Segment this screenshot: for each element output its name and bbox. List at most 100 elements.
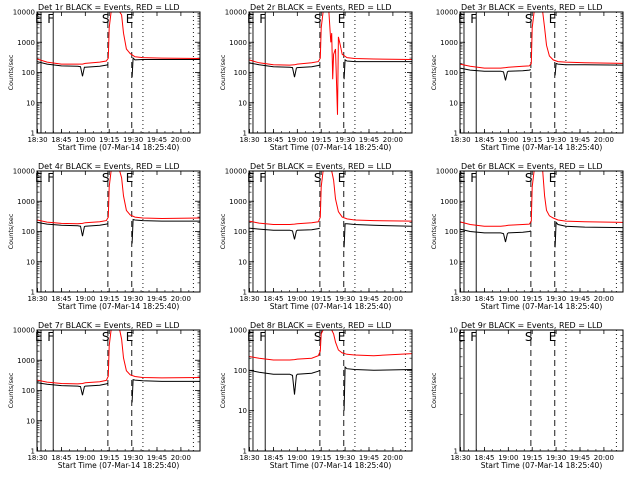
x-tick-label: 18:30 [27, 136, 47, 144]
y-axis-label: Counts/sec [7, 213, 15, 249]
x-tick-label: 18:45 [263, 295, 283, 303]
x-tick-label: 19:00 [75, 295, 95, 303]
y-tick-label: 10 [238, 407, 247, 415]
y-axis-label: Counts/sec [430, 372, 438, 408]
marker-label: E [458, 12, 466, 26]
y-tick-label: 1000 [440, 39, 458, 47]
marker-label: F [470, 330, 477, 344]
panel-title: Det 9r BLACK = Events, RED = LLD [461, 321, 603, 330]
x-tick-label: 19:30 [546, 454, 566, 462]
plot-frame [459, 170, 624, 293]
y-tick-label: 10 [238, 99, 247, 107]
y-tick-label: 1000 [17, 39, 35, 47]
x-tick-label: 19:00 [498, 454, 518, 462]
marker-label: S [102, 171, 110, 185]
marker-label: E [338, 330, 346, 344]
x-tick-label: 18:45 [51, 136, 71, 144]
marker-label: S [525, 12, 533, 26]
x-tick-label: 20:00 [383, 454, 403, 462]
x-tick-label: 19:00 [75, 136, 95, 144]
lld-rate-line [460, 171, 623, 227]
panel-title: Det 6r BLACK = Events, RED = LLD [461, 162, 603, 171]
x-tick-label: 19:30 [335, 136, 355, 144]
x-tick-label: 19:45 [570, 136, 590, 144]
x-tick-label: 19:15 [99, 295, 119, 303]
marker-label: E [549, 330, 557, 344]
y-tick-label: 10000 [436, 9, 458, 17]
y-axis-label: Counts/sec [430, 213, 438, 249]
x-tick-label: 19:15 [311, 454, 331, 462]
panel-title: Det 4r BLACK = Events, RED = LLD [38, 162, 180, 171]
panel-det-2: Det 2r BLACK = Events, RED = LLD 18:30 18:… [219, 3, 413, 152]
x-tick-label: 19:45 [570, 454, 590, 462]
x-tick-label: 19:30 [123, 295, 143, 303]
marker-label: E [35, 171, 43, 185]
plot-frame [248, 11, 413, 134]
x-tick-label: 18:45 [263, 454, 283, 462]
y-tick-label: 10000 [13, 168, 35, 176]
y-tick-label: 100 [22, 228, 35, 236]
x-tick-label: 19:30 [546, 136, 566, 144]
y-axis-label: Counts/sec [430, 54, 438, 90]
lld-rate-line [249, 12, 412, 115]
panel-det-3: Det 3r BLACK = Events, RED = LLD 18:30 18:… [430, 3, 624, 152]
marker-label: F [47, 330, 54, 344]
x-axis-label: Start Time (07-Mar-14 18:25:40) [270, 143, 392, 152]
marker-label: S [314, 171, 322, 185]
events-rate-line [460, 62, 623, 81]
y-tick-label: 100 [234, 367, 247, 375]
panel-title: Det 7r BLACK = Events, RED = LLD [38, 321, 180, 330]
x-tick-label: 20:00 [171, 136, 191, 144]
events-rate-line [460, 221, 623, 248]
marker-label: S [525, 171, 533, 185]
y-axis-label: Counts/sec [219, 372, 227, 408]
panel-title: Det 8r BLACK = Events, RED = LLD [250, 321, 392, 330]
marker-label: F [470, 12, 477, 26]
x-tick-label: 19:00 [498, 136, 518, 144]
marker-label: E [549, 12, 557, 26]
y-tick-label: 100 [22, 387, 35, 395]
x-tick-label: 18:45 [51, 454, 71, 462]
plot-frame [248, 170, 413, 293]
events-rate-line [249, 366, 412, 411]
plot-frame [36, 11, 201, 134]
lld-rate-line [460, 12, 623, 69]
y-tick-label: 10 [26, 99, 35, 107]
x-tick-label: 19:00 [75, 454, 95, 462]
y-axis-label: Counts/sec [219, 54, 227, 90]
x-tick-label: 19:15 [99, 454, 119, 462]
lld-rate-line [249, 171, 412, 225]
y-tick-label: 1 [31, 289, 35, 297]
marker-label: F [259, 12, 266, 26]
lld-rate-line [37, 330, 200, 385]
y-tick-label: 1000 [229, 327, 247, 335]
x-tick-label: 20:00 [171, 295, 191, 303]
marker-label: E [126, 330, 134, 344]
plot-frame [459, 329, 624, 452]
panel-det-1: Det 1r BLACK = Events, RED = LLD 18:30 18:… [7, 3, 201, 152]
x-tick-label: 20:00 [594, 295, 614, 303]
panel-det-7: Det 7r BLACK = Events, RED = LLD 18:30 18:… [7, 321, 201, 470]
y-tick-label: 1 [243, 448, 247, 456]
x-tick-label: 18:30 [450, 454, 470, 462]
panel-title: Det 2r BLACK = Events, RED = LLD [250, 3, 392, 12]
x-axis-label: Start Time (07-Mar-14 18:25:40) [58, 143, 180, 152]
y-tick-label: 1 [454, 448, 458, 456]
x-axis-label: Start Time (07-Mar-14 18:25:40) [270, 461, 392, 470]
y-tick-label: 10 [26, 258, 35, 266]
x-tick-label: 19:00 [287, 454, 307, 462]
events-rate-line [37, 56, 200, 78]
y-tick-label: 10000 [13, 9, 35, 17]
y-tick-label: 1000 [440, 198, 458, 206]
y-tick-label: 100 [234, 228, 247, 236]
events-rate-line [249, 59, 412, 80]
x-tick-label: 19:30 [335, 454, 355, 462]
y-tick-label: 10000 [225, 9, 247, 17]
x-tick-label: 19:30 [123, 454, 143, 462]
marker-label: E [126, 171, 134, 185]
x-axis-label: Start Time (07-Mar-14 18:25:40) [58, 461, 180, 470]
x-tick-label: 18:45 [474, 454, 494, 462]
lld-rate-line [37, 171, 200, 225]
y-tick-label: 10 [449, 99, 458, 107]
